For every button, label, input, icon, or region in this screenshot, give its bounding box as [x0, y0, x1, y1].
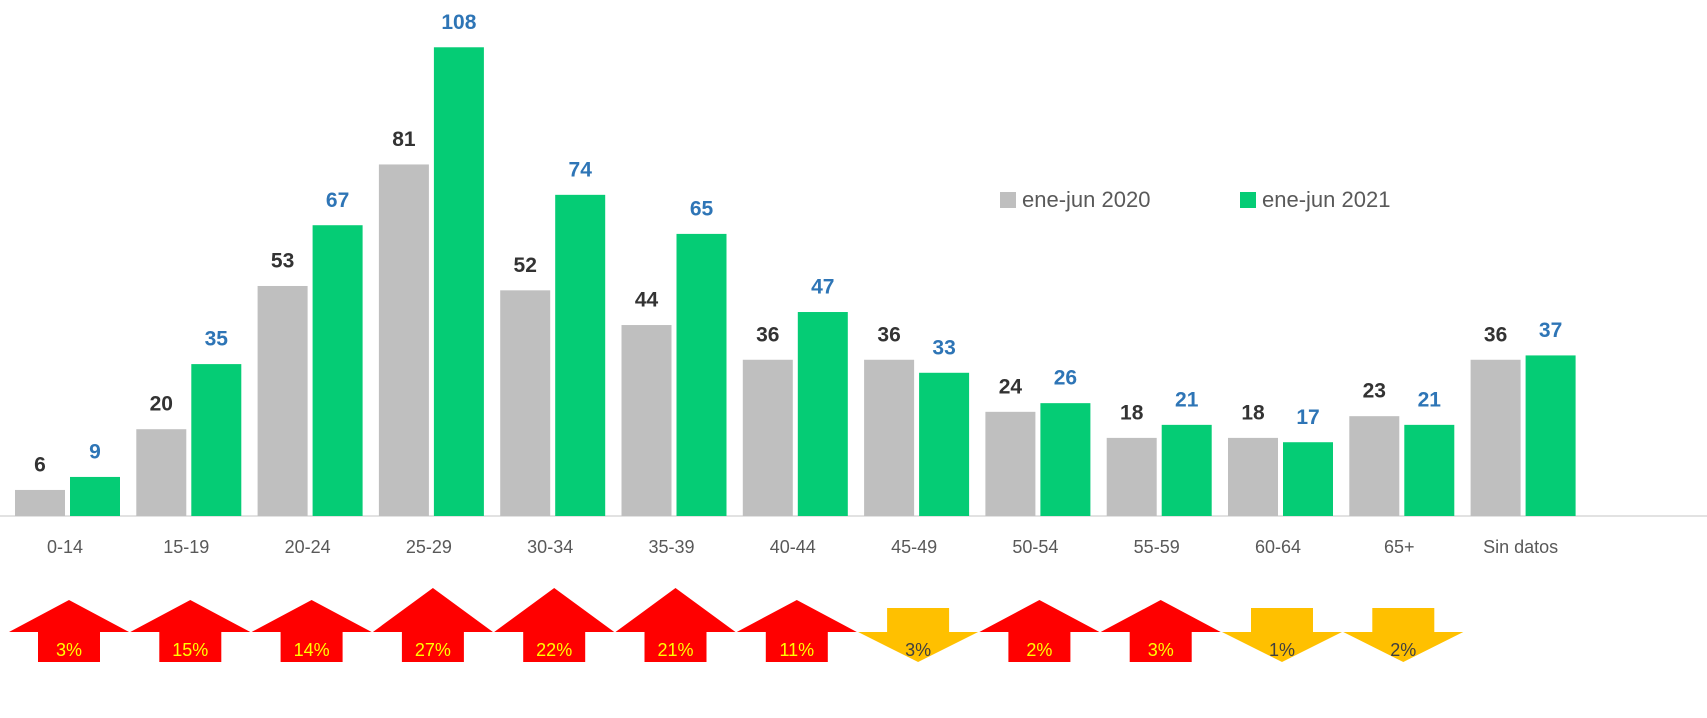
x-tick-label: 60-64 [1255, 537, 1301, 557]
change-label: 15% [172, 640, 208, 660]
bar [919, 372, 970, 516]
bar [742, 359, 793, 516]
change-label: 2% [1026, 640, 1052, 660]
data-label: 65 [690, 197, 714, 220]
bar [500, 290, 551, 516]
change-label: 2% [1390, 640, 1416, 660]
bar [1470, 359, 1521, 516]
data-label: 37 [1539, 319, 1562, 342]
bar [1161, 424, 1212, 516]
change-arrow [1343, 608, 1464, 662]
change-arrow [9, 600, 129, 662]
x-tick-label: 55-59 [1134, 537, 1180, 557]
change-label: 27% [415, 640, 451, 660]
change-label: 3% [905, 640, 931, 660]
data-label: 23 [1363, 380, 1386, 403]
data-label: 35 [205, 328, 229, 351]
data-label: 36 [756, 323, 779, 346]
data-label: 21 [1175, 388, 1199, 411]
data-label: 21 [1418, 388, 1442, 411]
x-tick-label: 35-39 [648, 537, 694, 557]
data-label: 24 [999, 375, 1023, 398]
bar [136, 429, 187, 516]
bar [985, 411, 1036, 516]
bar [1040, 403, 1091, 516]
data-label: 74 [569, 158, 593, 181]
data-label: 18 [1241, 401, 1265, 424]
x-tick-label: 30-34 [527, 537, 573, 557]
data-label: 53 [271, 250, 294, 273]
data-label: 26 [1054, 367, 1077, 390]
bar [312, 225, 363, 516]
bar [257, 285, 308, 516]
x-tick-label: 40-44 [770, 537, 816, 557]
change-arrow [736, 600, 857, 662]
bar [676, 233, 727, 516]
bar [1404, 424, 1455, 516]
change-arrow [372, 588, 493, 662]
x-tick-label: 15-19 [163, 537, 209, 557]
x-tick-label: Sin datos [1483, 537, 1558, 557]
legend-label: ene-jun 2021 [1262, 187, 1390, 212]
x-tick-label: 20-24 [285, 537, 331, 557]
change-label: 21% [657, 640, 693, 660]
change-arrow [1100, 600, 1221, 662]
x-tick-label: 0-14 [47, 537, 83, 557]
legend-swatch [1240, 192, 1256, 208]
data-label: 108 [441, 11, 476, 34]
bar [555, 194, 606, 516]
change-label: 14% [294, 640, 330, 660]
data-label: 67 [326, 189, 349, 212]
data-label: 52 [514, 254, 537, 277]
bar [378, 164, 429, 516]
change-arrow [130, 600, 251, 662]
bar [70, 476, 120, 516]
data-label: 18 [1120, 401, 1144, 424]
legend-swatch [1000, 192, 1016, 208]
data-label: 6 [34, 454, 46, 477]
data-label: 36 [877, 323, 900, 346]
legend-label: ene-jun 2020 [1022, 187, 1150, 212]
data-label: 33 [932, 336, 955, 359]
bar [1228, 437, 1278, 516]
bar [864, 359, 915, 516]
bar [1283, 442, 1333, 516]
x-tick-label: 45-49 [891, 537, 937, 557]
x-tick-label: 50-54 [1012, 537, 1058, 557]
bar [797, 312, 848, 516]
change-label: 1% [1269, 640, 1295, 660]
x-tick-label: 25-29 [406, 537, 452, 557]
change-arrow [858, 608, 979, 662]
data-label: 81 [392, 128, 416, 151]
bar [1349, 416, 1400, 516]
change-arrow [1222, 608, 1342, 662]
data-label: 17 [1296, 406, 1319, 429]
change-arrow [251, 600, 372, 662]
data-label: 36 [1484, 323, 1507, 346]
bar [1525, 355, 1576, 516]
data-label: 20 [150, 393, 173, 416]
change-label: 11% [779, 640, 814, 660]
bar [191, 364, 242, 516]
change-label: 22% [536, 640, 572, 660]
bar [621, 325, 672, 516]
change-arrow [494, 588, 615, 662]
change-label: 3% [1148, 640, 1174, 660]
data-label: 9 [89, 440, 101, 463]
change-arrow [615, 588, 736, 662]
data-label: 47 [811, 276, 834, 299]
bar [15, 489, 65, 516]
x-tick-label: 65+ [1384, 537, 1415, 557]
change-label: 3% [56, 640, 82, 660]
bar [1106, 437, 1157, 516]
bar [433, 47, 484, 516]
change-arrow [979, 600, 1100, 662]
data-label: 44 [635, 289, 659, 312]
